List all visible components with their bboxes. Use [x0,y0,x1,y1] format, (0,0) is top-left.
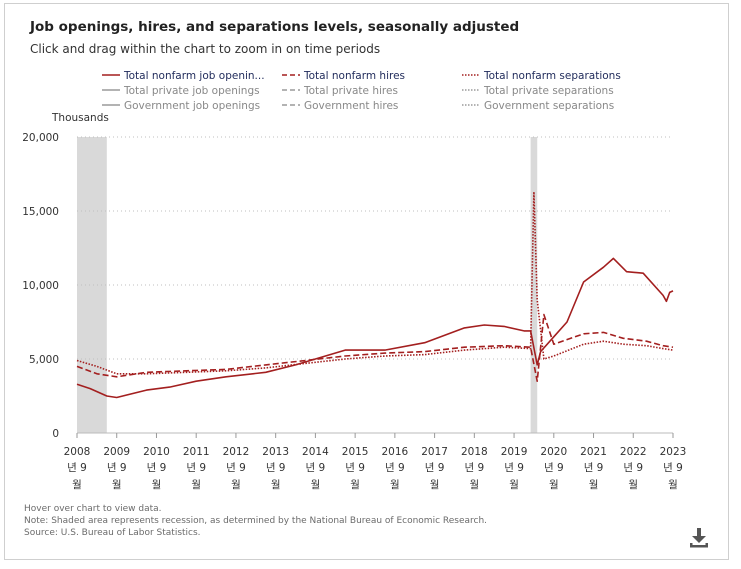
x-tick-month-suffix: 월 [350,479,360,491]
footnotes: Hover over chart to view data. Note: Sha… [24,503,487,539]
x-tick-month: 년 9 [147,462,167,474]
x-tick-month-suffix: 월 [271,479,281,491]
x-tick-month-suffix: 월 [549,479,559,491]
x-tick-label: 2010 년 9 월 [143,446,170,491]
x-tick-month: 년 9 [107,462,127,474]
x-tick-year: 2008 [64,446,91,458]
x-tick-year: 2015 [342,446,369,458]
y-tick-label: 20,000 [22,132,59,144]
x-tick-month: 년 9 [663,462,683,474]
hover-hint: Hover over chart to view data. [24,504,162,514]
x-tick-month-suffix: 월 [589,479,599,491]
x-tick-year: 2013 [262,446,289,458]
x-tick-year: 2020 [540,446,567,458]
download-button[interactable] [688,526,710,548]
x-tick-month-suffix: 월 [231,479,241,491]
x-tick-label: 2013 년 9 월 [262,446,289,491]
legend-item[interactable]: Total nonfarm job openin... [123,70,265,82]
x-tick-year: 2009 [103,446,130,458]
y-tick-label: 10,000 [22,280,59,292]
x-tick-label: 2009 년 9 월 [103,446,130,491]
x-tick-month-suffix: 월 [72,479,82,491]
x-tick-label: 2023 년 9 월 [660,446,687,491]
legend-item[interactable]: Total nonfarm hires [303,70,405,82]
x-tick-month-suffix: 월 [390,479,400,491]
x-tick-month: 년 9 [266,462,286,474]
x-tick-month-suffix: 월 [668,479,678,491]
chart-container [4,3,729,560]
recession-note: Note: Shaded area represents recession, … [24,516,488,526]
y-tick-label: 15,000 [22,206,59,218]
x-tick-label: 2018 년 9 월 [461,446,488,491]
x-tick-month-suffix: 월 [191,479,201,491]
x-tick-year: 2016 [381,446,408,458]
x-tick-label: 2015 년 9 월 [342,446,369,491]
x-tick-year: 2017 [421,446,448,458]
legend-item[interactable]: Total private hires [303,85,398,97]
x-tick-label: 2021 년 9 월 [580,446,607,491]
legend-item[interactable]: Total private job openings [123,85,260,97]
x-tick-month: 년 9 [623,462,643,474]
x-tick-month: 년 9 [306,462,326,474]
chart-title: Job openings, hires, and separations lev… [30,19,520,35]
x-tick-month: 년 9 [544,462,564,474]
x-tick-month: 년 9 [464,462,484,474]
series-line [76,313,674,383]
x-tick-month-suffix: 월 [509,479,519,491]
x-tick-year: 2011 [183,446,210,458]
x-tick-month-suffix: 월 [112,479,122,491]
legend-item[interactable]: Total nonfarm separations [483,70,621,82]
x-tick-month-suffix: 월 [430,479,440,491]
y-tick-label: 5,000 [29,354,59,366]
gridlines [77,136,673,360]
x-tick-month-suffix: 월 [628,479,638,491]
x-tick-label: 2014 년 9 월 [302,446,329,491]
x-tick-label: 2020 년 9 월 [540,446,567,491]
series-line [76,191,674,375]
x-tick-year: 2014 [302,446,329,458]
legend-item[interactable]: Government hires [304,100,398,112]
x-tick-month: 년 9 [186,462,206,474]
legend: Total nonfarm job openin... Total nonfarm… [102,70,621,112]
x-tick-month: 년 9 [385,462,405,474]
recession-bands [77,137,538,433]
x-tick-year: 2019 [501,446,528,458]
x-tick-label: 2011 년 9 월 [183,446,210,491]
legend-item[interactable]: Total private separations [483,85,614,97]
download-icon [690,528,708,548]
x-tick-year: 2023 [660,446,687,458]
x-tick-month-suffix: 월 [152,479,162,491]
x-tick-year: 2018 [461,446,488,458]
x-tick-year: 2010 [143,446,170,458]
series-lines [76,191,674,399]
x-tick-year: 2012 [223,446,250,458]
x-tick-month: 년 9 [67,462,87,474]
series-line [76,257,674,399]
legend-item[interactable]: Government job openings [124,100,260,112]
x-tick-year: 2021 [580,446,607,458]
y-axis-label: Thousands [51,112,109,124]
x-tick-month-suffix: 월 [469,479,479,491]
x-tick-month: 년 9 [504,462,524,474]
x-tick-year: 2022 [620,446,647,458]
x-tick-label: 2022 년 9 월 [620,446,647,491]
x-tick-label: 2019 년 9 월 [501,446,528,491]
x-tick-month: 년 9 [226,462,246,474]
x-tick-month: 년 9 [584,462,604,474]
x-tick-month: 년 9 [345,462,365,474]
line-chart[interactable]: 0 5,000 10,000 15,000 20,000 Thousands 2008 년 9… [0,0,741,500]
source-note: Source: U.S. Bureau of Labor Statistics. [24,528,201,538]
legend-item[interactable]: Government separations [484,100,614,112]
x-tick-label: 2016 년 9 월 [381,446,408,491]
axes: 0 5,000 10,000 15,000 20,000 Thousands 2008 년 9… [22,112,686,491]
y-tick-label: 0 [52,428,59,440]
chart-subtitle: Click and drag within the chart to zoom … [30,42,381,56]
x-tick-label: 2017 년 9 월 [421,446,448,491]
x-tick-label: 2012 년 9 월 [223,446,250,491]
x-tick-label: 2008 년 9 월 [64,446,91,491]
x-tick-month: 년 9 [425,462,445,474]
x-tick-month-suffix: 월 [311,479,321,491]
